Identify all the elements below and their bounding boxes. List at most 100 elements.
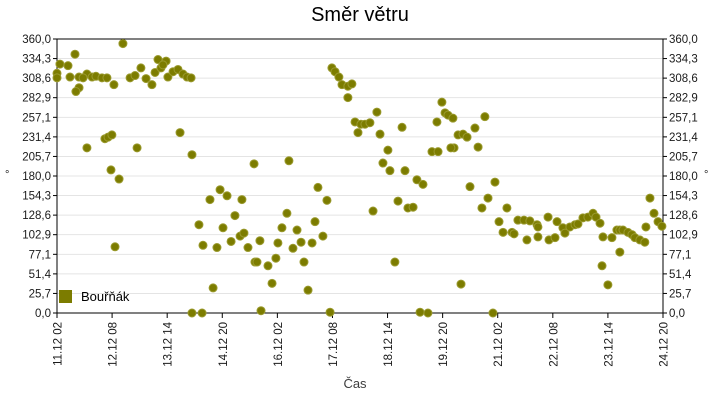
data-point — [522, 235, 532, 245]
data-point — [55, 59, 65, 69]
data-point — [141, 74, 151, 84]
data-point — [509, 229, 519, 239]
data-point — [456, 279, 466, 289]
data-point — [488, 308, 498, 318]
data-point — [63, 61, 73, 71]
data-point — [502, 203, 512, 213]
legend-series-label: Bouřňák — [81, 289, 130, 304]
data-point — [560, 228, 570, 238]
data-point — [284, 156, 294, 166]
y-tick-label-right: 282,9 — [669, 93, 698, 105]
data-point — [465, 182, 475, 192]
y-tick-label-right: 231,4 — [669, 132, 698, 144]
data-point — [263, 261, 273, 271]
data-point — [552, 217, 562, 227]
data-point — [273, 238, 283, 248]
data-point — [136, 63, 146, 73]
data-point — [132, 143, 142, 153]
data-point — [597, 261, 607, 271]
y-tick-label-left: 180,0 — [22, 171, 51, 183]
y-tick-label-right: 51,4 — [669, 269, 692, 281]
data-point — [470, 123, 480, 133]
data-point — [197, 308, 207, 318]
data-point — [408, 202, 418, 212]
data-point — [307, 238, 317, 248]
x-tick-label: 13.12 14 — [163, 321, 175, 366]
y-tick-label-right: 308,6 — [669, 73, 698, 85]
data-point — [598, 232, 608, 242]
data-point — [645, 193, 655, 203]
data-point — [186, 73, 196, 83]
legend: Bouřňák — [59, 289, 129, 304]
data-point — [533, 222, 543, 232]
data-point — [158, 60, 168, 70]
data-point — [114, 174, 124, 184]
data-point — [249, 159, 259, 169]
data-point — [230, 211, 240, 221]
data-point — [194, 220, 204, 230]
data-point — [543, 212, 553, 222]
y-tick-label-left: 25,7 — [29, 288, 51, 300]
data-point — [303, 285, 313, 295]
data-point — [525, 216, 535, 226]
data-point — [462, 132, 472, 142]
data-point — [243, 243, 253, 253]
x-tick-label: 14.12 20 — [218, 322, 230, 367]
x-tick-label: 19.12 20 — [438, 322, 450, 367]
x-tick-label: 17.12 08 — [328, 322, 340, 367]
data-point — [641, 222, 651, 232]
x-tick-label: 16.12 02 — [273, 322, 285, 367]
y-tick-label-left: 257,1 — [22, 112, 51, 124]
data-point — [418, 179, 428, 189]
data-point — [423, 308, 433, 318]
x-tick-label: 12.12 08 — [108, 322, 120, 367]
data-point — [415, 307, 425, 317]
data-point — [71, 87, 81, 97]
data-point — [365, 118, 375, 128]
data-point — [147, 80, 157, 90]
data-point — [494, 217, 504, 227]
data-point — [102, 73, 112, 83]
data-point — [130, 71, 140, 81]
data-point — [477, 203, 487, 213]
data-point — [400, 166, 410, 176]
data-point — [325, 307, 335, 317]
y-tick-label-left: 128,6 — [22, 210, 51, 222]
data-point — [163, 72, 173, 82]
data-point — [52, 73, 62, 83]
data-point — [313, 182, 323, 192]
data-point — [393, 196, 403, 206]
data-point — [299, 257, 309, 267]
data-point — [277, 223, 287, 233]
y-tick-label-left: 360,0 — [22, 34, 51, 46]
data-point — [70, 49, 80, 59]
data-point — [603, 280, 613, 290]
data-point — [82, 143, 92, 153]
data-point — [595, 218, 605, 228]
data-point — [657, 221, 667, 231]
y-tick-label-right: 257,1 — [669, 112, 698, 124]
data-point — [368, 206, 378, 216]
data-point — [347, 79, 357, 89]
y-tick-label-right: 334,3 — [669, 54, 698, 66]
data-point — [385, 166, 395, 176]
y-tick-label-left: 205,7 — [22, 151, 51, 163]
x-axis-title: Čas — [343, 376, 367, 391]
x-tick-label: 22.12 08 — [548, 322, 560, 367]
data-point — [437, 97, 447, 107]
data-point — [78, 73, 88, 83]
data-point — [573, 219, 583, 229]
y-tick-label-left: 154,3 — [22, 191, 51, 203]
y-tick-label-right: 102,9 — [669, 230, 698, 242]
data-point — [282, 208, 292, 218]
data-point — [480, 112, 490, 122]
data-point — [187, 308, 197, 318]
y-tick-label-right: 128,6 — [669, 210, 698, 222]
data-point — [318, 231, 328, 241]
data-point — [412, 175, 422, 185]
data-point — [433, 147, 443, 157]
data-point — [533, 232, 543, 242]
x-tick-label: 21.12 02 — [493, 322, 505, 367]
data-point — [446, 143, 456, 153]
